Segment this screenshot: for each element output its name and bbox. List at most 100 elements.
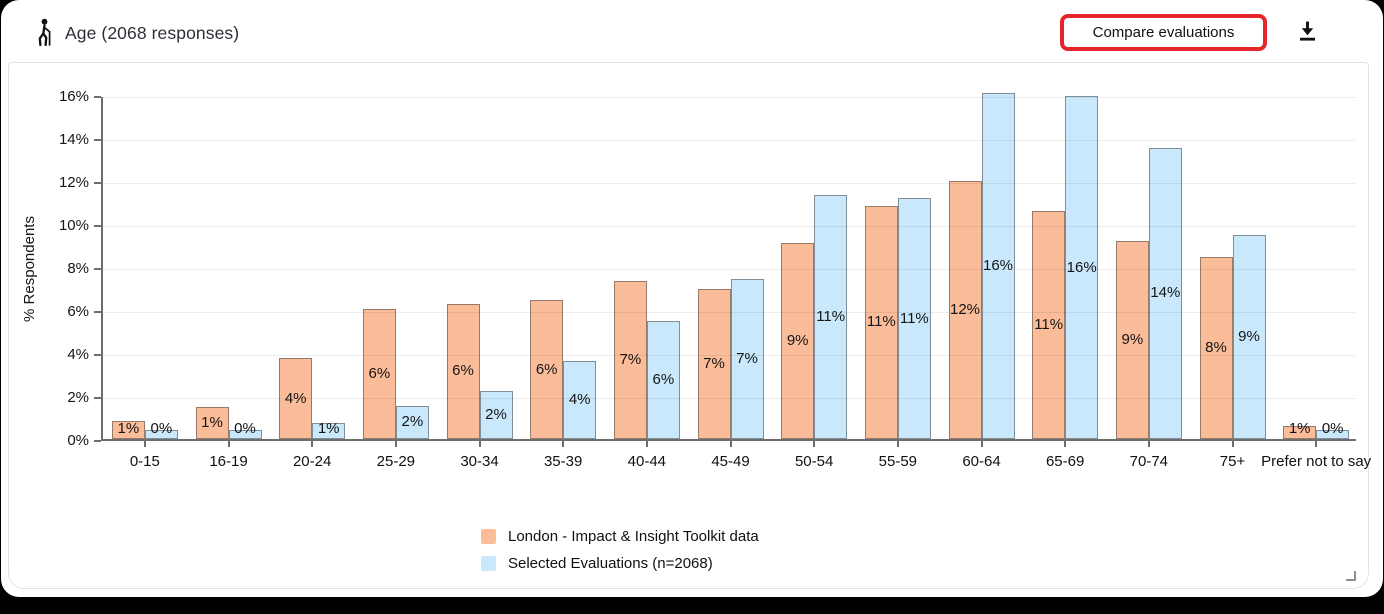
bar-value-label: 6% <box>452 362 474 380</box>
bar-selected: 16% <box>1065 96 1099 439</box>
chart-header: Age (2068 responses) Compare evaluations <box>1 0 1383 62</box>
y-axis-tick-label: 8% <box>67 260 89 277</box>
bar-london: 1% <box>111 420 145 439</box>
x-axis-tick <box>1147 441 1150 447</box>
bar-selected: 9% <box>1232 234 1266 439</box>
bar-selected: 4% <box>563 360 597 439</box>
y-axis-tick-label: 10% <box>58 217 89 234</box>
x-axis-category-label: 70-74 <box>1129 453 1169 470</box>
bar-london: 6% <box>362 308 396 439</box>
elderly-person-icon <box>32 18 56 47</box>
x-axis-tick <box>729 441 732 447</box>
bar-value-label: 7% <box>619 351 642 368</box>
bar-london: 8% <box>1199 257 1233 439</box>
download-button[interactable] <box>1295 21 1319 45</box>
x-axis-category-label: 30-34 <box>460 453 499 470</box>
bar-value-label: 1% <box>117 420 140 437</box>
bar-london: 1% <box>1283 420 1317 439</box>
bar-london: 6% <box>530 300 564 439</box>
x-axis-tick <box>645 441 648 447</box>
bar-value-label: 16% <box>1066 258 1097 276</box>
bar-london: 11% <box>1032 211 1066 439</box>
bar-value-label: 16% <box>982 256 1014 274</box>
download-icon <box>1299 21 1315 41</box>
bar-value-label: 4% <box>284 389 307 407</box>
bar-value-label: 6% <box>535 360 558 378</box>
y-axis-tick <box>94 397 101 399</box>
bar-london: 12% <box>948 181 982 439</box>
y-axis-tick-label: 6% <box>67 303 89 320</box>
y-axis-tick-label: 4% <box>67 346 89 363</box>
bar-selected: 16% <box>981 92 1015 439</box>
x-axis-category-label: 65-69 <box>1045 453 1085 470</box>
plot-area: 0% 2% 4% 6% 8% 10% 12% 14% 16% 1% 0% 0-15 1% 0% 16-19 4… <box>59 88 1371 470</box>
x-axis-category-label: 35-39 <box>543 453 583 470</box>
bar-value-label: 2% <box>485 405 507 423</box>
x-axis-tick <box>813 441 816 447</box>
bar-selected: 0% <box>144 420 178 439</box>
bar-selected: 0% <box>228 420 262 439</box>
bar-value-label: 2% <box>401 413 424 431</box>
x-axis-category-label: 25-29 <box>376 453 416 470</box>
y-axis-tick <box>94 139 101 141</box>
bar-london: 9% <box>1115 241 1149 439</box>
bar-selected: 7% <box>730 278 764 439</box>
bar-value-label: 8% <box>1205 339 1227 357</box>
x-axis-category-label: 20-24 <box>292 453 332 470</box>
annotation-highlight-box: Compare evaluations <box>1060 14 1267 51</box>
bar-value-label: 9% <box>1121 331 1144 349</box>
bar-value-label: 6% <box>652 370 675 388</box>
x-axis-tick <box>896 441 899 447</box>
resize-handle-icon[interactable] <box>1346 571 1356 581</box>
bar-value-label: 7% <box>736 349 758 367</box>
bar-selected: 2% <box>479 390 513 439</box>
bar-value-label: 1% <box>317 420 340 437</box>
y-axis-tick-label: 16% <box>58 88 89 105</box>
bar-value-label: 9% <box>786 332 809 350</box>
x-axis-category-label: 45-49 <box>711 453 750 470</box>
x-axis-category-label: Prefer not to say <box>1261 453 1372 470</box>
bar-value-label: 11% <box>899 309 929 327</box>
bar-value-label: 0% <box>1321 420 1344 437</box>
x-axis-tick <box>1231 441 1234 447</box>
bar-value-label: 0% <box>150 420 173 437</box>
x-axis-category-label: 55-59 <box>878 453 918 470</box>
legend-label-selected: Selected Evaluations (n=2068) <box>508 555 713 572</box>
page: Age (2068 responses) Compare evaluations… <box>1 0 1383 597</box>
bar-selected: 1% <box>312 420 346 439</box>
bar-london: 7% <box>697 288 731 439</box>
x-axis-tick <box>478 441 481 447</box>
x-axis-tick <box>227 441 230 447</box>
x-axis-category-label: 40-44 <box>627 453 667 470</box>
bar-london: 4% <box>279 358 313 439</box>
legend-label-london: London - Impact & Insight Toolkit data <box>508 528 759 545</box>
x-axis-tick <box>562 441 565 447</box>
y-axis-tick <box>94 311 101 313</box>
x-axis-tick <box>394 441 397 447</box>
bar-value-label: 11% <box>1034 316 1064 334</box>
bar-selected: 14% <box>1148 147 1182 439</box>
y-axis-title: % Respondents <box>21 216 38 322</box>
x-axis-tick <box>143 441 146 447</box>
y-axis-tick <box>94 182 101 184</box>
y-gridline <box>103 140 1356 141</box>
y-axis-tick-label: 2% <box>67 389 89 406</box>
legend-swatch-selected <box>481 556 496 571</box>
bar-value-label: 1% <box>1288 420 1311 437</box>
bar-london: 7% <box>613 280 647 439</box>
x-axis-category-label: 60-64 <box>962 453 1001 470</box>
legend-item-london: London - Impact & Insight Toolkit data <box>481 523 759 550</box>
y-gridline <box>103 97 1356 98</box>
bar-value-label: 9% <box>1238 327 1260 345</box>
bar-value-label: 12% <box>949 301 981 318</box>
bar-value-label: 7% <box>703 354 725 372</box>
y-axis-tick-label: 14% <box>58 131 89 148</box>
bar-value-label: 14% <box>1150 284 1181 302</box>
bar-selected: 6% <box>646 320 680 439</box>
y-axis-tick-label: 0% <box>67 432 89 449</box>
compare-evaluations-button[interactable]: Compare evaluations <box>1064 18 1263 47</box>
bar-value-label: 1% <box>201 413 223 431</box>
bar-value-label: 6% <box>368 364 391 382</box>
bar-selected: 0% <box>1316 420 1350 439</box>
legend-item-selected: Selected Evaluations (n=2068) <box>481 550 759 577</box>
